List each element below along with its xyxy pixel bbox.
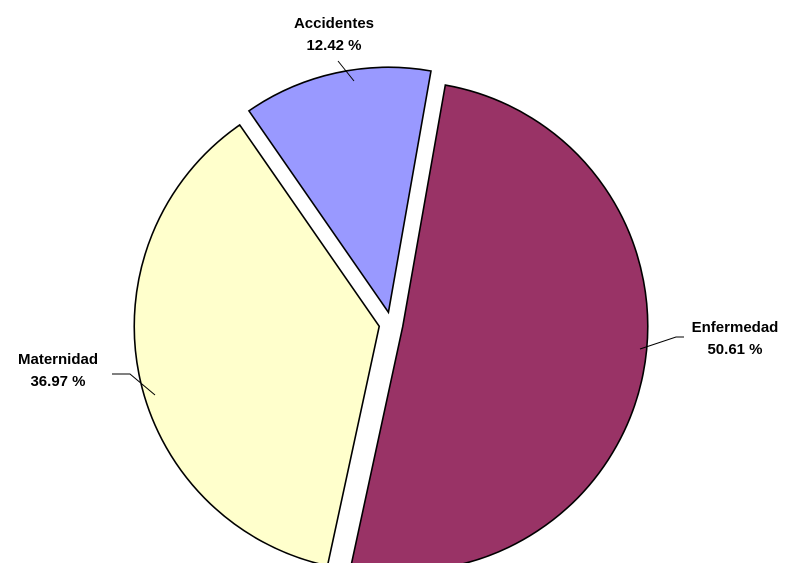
slice-value-maternidad: 36.97 % xyxy=(30,373,85,390)
pie-slice-maternidad xyxy=(133,123,381,567)
slice-value-enfermedad: 50.61 % xyxy=(707,341,762,358)
slice-label-enfermedad: Enfermedad xyxy=(692,319,779,336)
slice-label-accidentes: Accidentes xyxy=(294,15,374,32)
labels-layer: Enfermedad 50.61 % Maternidad 36.97 % Accide… xyxy=(18,15,778,390)
slice-value-accidentes: 12.42 % xyxy=(306,37,361,54)
leader-lines xyxy=(112,60,684,396)
leader-line-accidentes xyxy=(337,60,355,82)
leader-line-maternidad xyxy=(112,373,156,396)
leader-line-enfermedad xyxy=(639,336,684,350)
pie-slice-accidentes xyxy=(247,66,432,315)
slice-label-maternidad: Maternidad xyxy=(18,351,98,368)
slices-layer xyxy=(133,66,649,568)
